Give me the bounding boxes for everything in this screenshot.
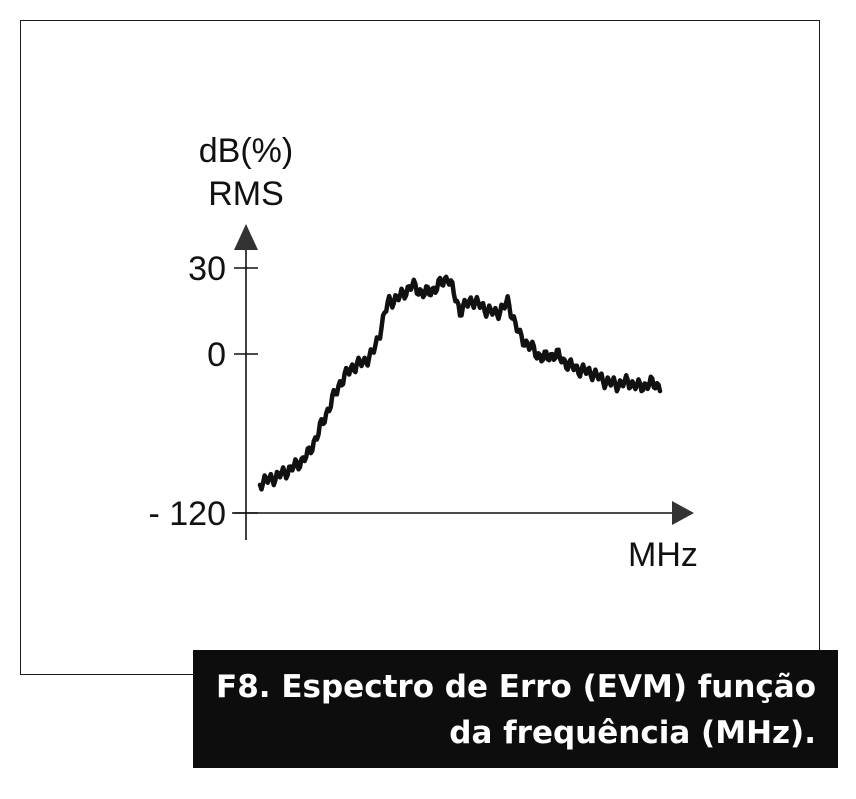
evm-spectrum-chart: 30 0 - 120 dB(%) RMS MHz xyxy=(149,132,698,574)
y-tick-label: 30 xyxy=(188,250,226,288)
x-axis-label: MHz xyxy=(628,536,698,574)
chart-axes xyxy=(232,224,694,540)
y-tick-label: 0 xyxy=(207,336,226,374)
x-axis-arrow xyxy=(672,501,694,525)
y-axis-label-unit: dB(%) xyxy=(199,132,293,170)
caption-line-1: F8. Espectro de Erro (EVM) função xyxy=(216,669,816,705)
figure-caption: F8. Espectro de Erro (EVM) função da fre… xyxy=(193,650,838,768)
y-tick-label: - 120 xyxy=(149,495,227,533)
caption-line-2: da frequência (MHz). xyxy=(449,715,816,751)
chart-ticks: 30 0 - 120 xyxy=(149,250,258,533)
evm-series-line xyxy=(257,274,663,492)
y-axis-label-rms: RMS xyxy=(208,175,284,213)
y-axis-arrow xyxy=(234,224,258,250)
chart-series-layer xyxy=(257,274,663,492)
